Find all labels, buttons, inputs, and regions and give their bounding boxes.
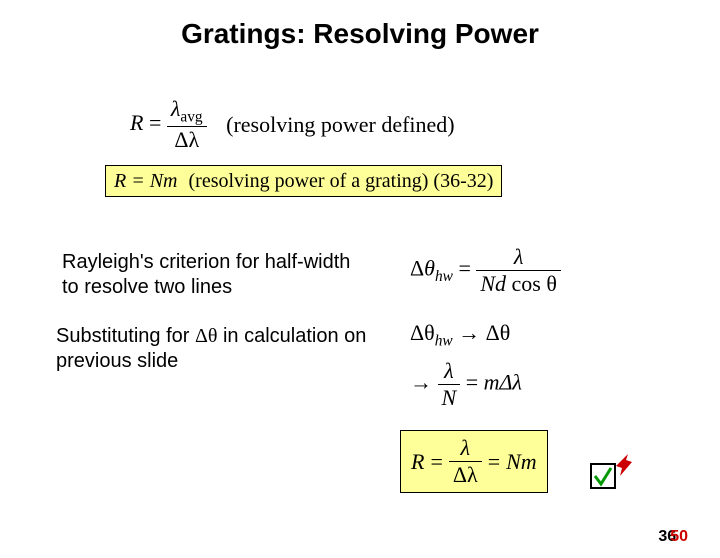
eq5-num: λ bbox=[449, 435, 482, 461]
eq-boxed-final: R = λ Δλ = Nm bbox=[400, 430, 548, 493]
eq3-den-right: cos θ bbox=[512, 271, 557, 296]
eq5-rhs: Nm bbox=[506, 449, 537, 475]
eq-arrow-2: → λ N = mΔλ bbox=[410, 358, 522, 411]
eq1-num-sub: avg bbox=[180, 108, 202, 125]
page-slide: 50 bbox=[670, 528, 688, 545]
body-substituting: Substituting for Δθ in calculation on pr… bbox=[56, 324, 386, 374]
eq5-lhs: R bbox=[411, 449, 424, 475]
page-number: 3650 bbox=[658, 528, 694, 546]
eq5-den: Δλ bbox=[449, 461, 482, 488]
slide-title: Gratings: Resolving Power bbox=[0, 18, 720, 50]
eq3-den-left: Nd bbox=[480, 271, 506, 296]
eq4b-num: λ bbox=[438, 358, 461, 384]
eq1-lhs: R bbox=[130, 110, 143, 135]
eq2-paren: (resolving power of a grating) (36-32) bbox=[189, 170, 494, 192]
eq4a-left-sub: hw bbox=[435, 332, 453, 349]
eq4a-right: Δθ bbox=[486, 320, 511, 345]
checkmark-icon bbox=[588, 454, 620, 486]
eq2-text: R = Nm bbox=[114, 170, 178, 192]
body-rayleigh: Rayleigh's criterion for half-width to r… bbox=[62, 250, 362, 300]
eq-delta-theta-hw: Δθhw = λ Nd cos θ bbox=[410, 244, 561, 297]
body2-b: Δθ bbox=[195, 325, 217, 347]
eq-resolving-power-def: R = λavg Δλ (resolving power defined) bbox=[130, 96, 455, 153]
eq1-paren: (resolving power defined) bbox=[226, 112, 454, 137]
eq4b-rhs: mΔλ bbox=[484, 370, 522, 395]
eq3-num: λ bbox=[476, 244, 561, 270]
eq-arrow-1: Δθhw → Δθ bbox=[410, 320, 510, 350]
eq3-sub: hw bbox=[435, 268, 453, 285]
eq1-den: Δλ bbox=[174, 127, 199, 152]
body2-a: Substituting for bbox=[56, 325, 195, 347]
eq4b-den: N bbox=[438, 384, 461, 411]
eq-boxed-grating: R = Nm (resolving power of a grating) (3… bbox=[105, 170, 502, 193]
eq1-num: λ bbox=[171, 96, 181, 121]
eq4a-left: Δθ bbox=[410, 320, 435, 345]
